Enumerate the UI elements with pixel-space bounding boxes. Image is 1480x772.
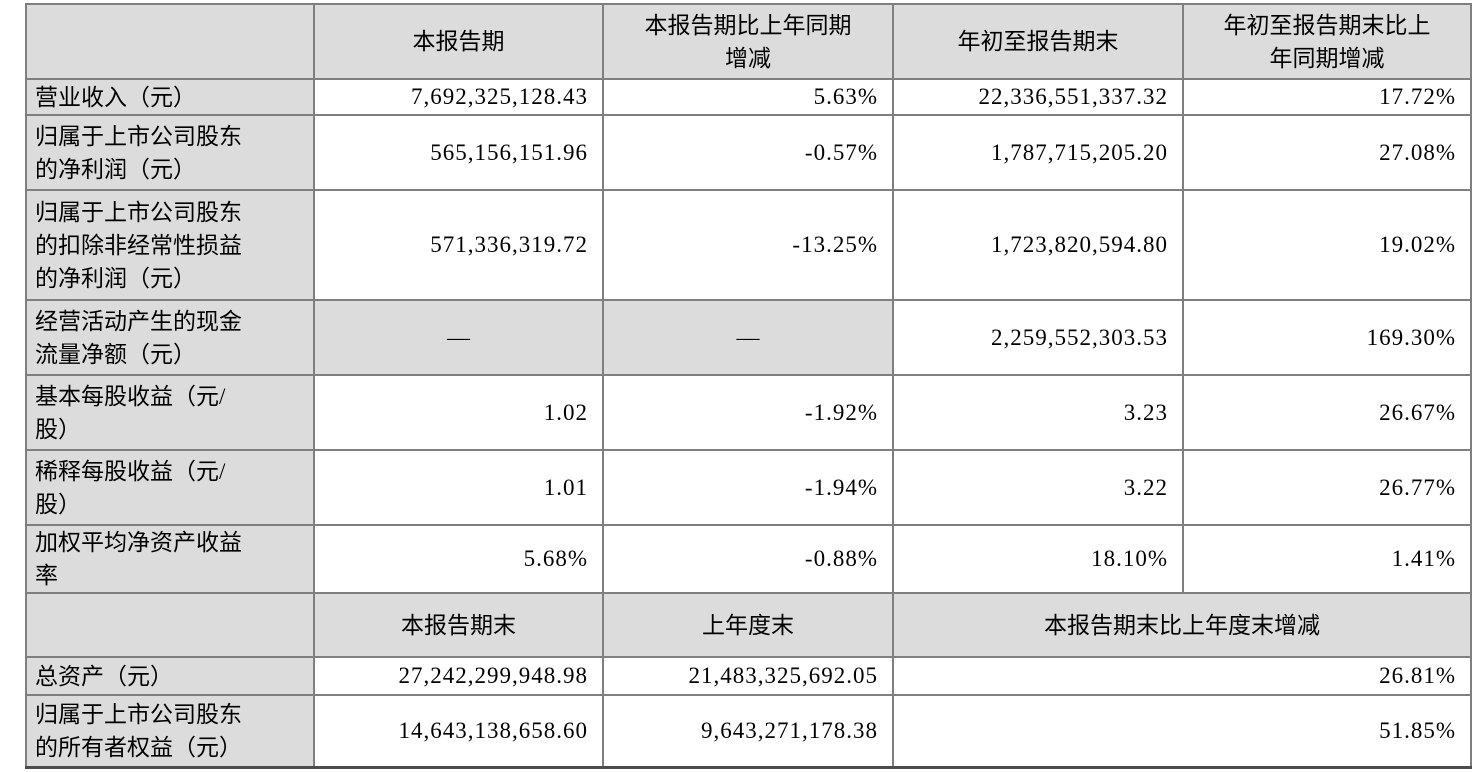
cash-flow-ytd-yoy-value: 169.30% xyxy=(1182,299,1472,376)
row-label-basic-eps: 基本每股收益（元/ 股） xyxy=(25,374,315,451)
diluted-eps-ytd-value: 3.22 xyxy=(892,449,1184,526)
column-header-current-period: 本报告期 xyxy=(313,3,604,80)
row-label-net-profit: 归属于上市公司股东 的净利润（元） xyxy=(25,114,315,191)
table-row-operating-cash-flow: 经营活动产生的现金 流量净额（元） — — 2,259,552,303.53 1… xyxy=(25,299,1472,376)
deducted-net-profit-yoy-value: -13.25% xyxy=(602,189,894,301)
owners-equity-prev-year-end-value: 9,643,271,178.38 xyxy=(602,694,894,769)
owners-equity-change-value: 51.85% xyxy=(892,694,1472,769)
header2-corner-cell xyxy=(25,592,315,658)
row-label-diluted-eps: 稀释每股收益（元/ 股） xyxy=(25,449,315,526)
deducted-net-profit-current-value: 571,336,319.72 xyxy=(313,189,604,301)
row-label-owners-equity: 归属于上市公司股东 的所有者权益（元） xyxy=(25,694,315,769)
table-row-owners-equity: 归属于上市公司股东 的所有者权益（元） 14,643,138,658.60 9,… xyxy=(25,694,1472,769)
weighted-roe-yoy-value: -0.88% xyxy=(602,524,894,594)
table-row-basic-eps: 基本每股收益（元/ 股） 1.02 -1.92% 3.23 26.67% xyxy=(25,374,1472,451)
row-label-total-assets: 总资产（元） xyxy=(25,656,315,696)
total-assets-change-value: 26.81% xyxy=(892,656,1472,696)
total-assets-period-end-value: 27,242,299,948.98 xyxy=(313,656,604,696)
financial-summary-table: 本报告期 本报告期比上年同期 增减 年初至报告期末 年初至报告期末比上 年同期增… xyxy=(25,3,1472,769)
cash-flow-yoy-dash: — xyxy=(602,299,894,376)
table-row-net-profit: 归属于上市公司股东 的净利润（元） 565,156,151.96 -0.57% … xyxy=(25,114,1472,191)
owners-equity-period-end-value: 14,643,138,658.60 xyxy=(313,694,604,769)
total-assets-prev-year-end-value: 21,483,325,692.05 xyxy=(602,656,894,696)
table-row-revenue: 营业收入（元） 7,692,325,128.43 5.63% 22,336,55… xyxy=(25,78,1472,116)
diluted-eps-current-value: 1.01 xyxy=(313,449,604,526)
column-header-yoy-change: 本报告期比上年同期 增减 xyxy=(602,3,894,80)
row-label-deducted-net-profit: 归属于上市公司股东 的扣除非经常性损益 的净利润（元） xyxy=(25,189,315,301)
deducted-net-profit-ytd-yoy-value: 19.02% xyxy=(1182,189,1472,301)
basic-eps-yoy-value: -1.92% xyxy=(602,374,894,451)
revenue-ytd-value: 22,336,551,337.32 xyxy=(892,78,1184,116)
column-header-period-end-change: 本报告期末比上年度末增减 xyxy=(892,592,1472,658)
weighted-roe-current-value: 5.68% xyxy=(313,524,604,594)
header-row-period-end: 本报告期末 上年度末 本报告期末比上年度末增减 xyxy=(25,592,1472,658)
table-row-diluted-eps: 稀释每股收益（元/ 股） 1.01 -1.94% 3.22 26.77% xyxy=(25,449,1472,526)
basic-eps-current-value: 1.02 xyxy=(313,374,604,451)
row-label-revenue: 营业收入（元） xyxy=(25,78,315,116)
diluted-eps-ytd-yoy-value: 26.77% xyxy=(1182,449,1472,526)
header-corner-cell xyxy=(25,3,315,80)
basic-eps-ytd-value: 3.23 xyxy=(892,374,1184,451)
column-header-ytd-yoy-change: 年初至报告期末比上 年同期增减 xyxy=(1182,3,1472,80)
table-row-weighted-roe: 加权平均净资产收益 率 5.68% -0.88% 18.10% 1.41% xyxy=(25,524,1472,594)
table-row-total-assets: 总资产（元） 27,242,299,948.98 21,483,325,692.… xyxy=(25,656,1472,696)
net-profit-current-value: 565,156,151.96 xyxy=(313,114,604,191)
net-profit-ytd-yoy-value: 27.08% xyxy=(1182,114,1472,191)
deducted-net-profit-ytd-value: 1,723,820,594.80 xyxy=(892,189,1184,301)
revenue-ytd-yoy-value: 17.72% xyxy=(1182,78,1472,116)
revenue-current-value: 7,692,325,128.43 xyxy=(313,78,604,116)
weighted-roe-ytd-yoy-value: 1.41% xyxy=(1182,524,1472,594)
row-label-weighted-roe: 加权平均净资产收益 率 xyxy=(25,524,315,594)
weighted-roe-ytd-value: 18.10% xyxy=(892,524,1184,594)
column-header-ytd: 年初至报告期末 xyxy=(892,3,1184,80)
row-label-operating-cash-flow: 经营活动产生的现金 流量净额（元） xyxy=(25,299,315,376)
revenue-yoy-value: 5.63% xyxy=(602,78,894,116)
table-row-deducted-net-profit: 归属于上市公司股东 的扣除非经常性损益 的净利润（元） 571,336,319.… xyxy=(25,189,1472,301)
column-header-prev-year-end: 上年度末 xyxy=(602,592,894,658)
basic-eps-ytd-yoy-value: 26.67% xyxy=(1182,374,1472,451)
cash-flow-current-dash: — xyxy=(313,299,604,376)
diluted-eps-yoy-value: -1.94% xyxy=(602,449,894,526)
column-header-period-end: 本报告期末 xyxy=(313,592,604,658)
cash-flow-ytd-value: 2,259,552,303.53 xyxy=(892,299,1184,376)
header-row-period: 本报告期 本报告期比上年同期 增减 年初至报告期末 年初至报告期末比上 年同期增… xyxy=(25,3,1472,80)
net-profit-yoy-value: -0.57% xyxy=(602,114,894,191)
net-profit-ytd-value: 1,787,715,205.20 xyxy=(892,114,1184,191)
